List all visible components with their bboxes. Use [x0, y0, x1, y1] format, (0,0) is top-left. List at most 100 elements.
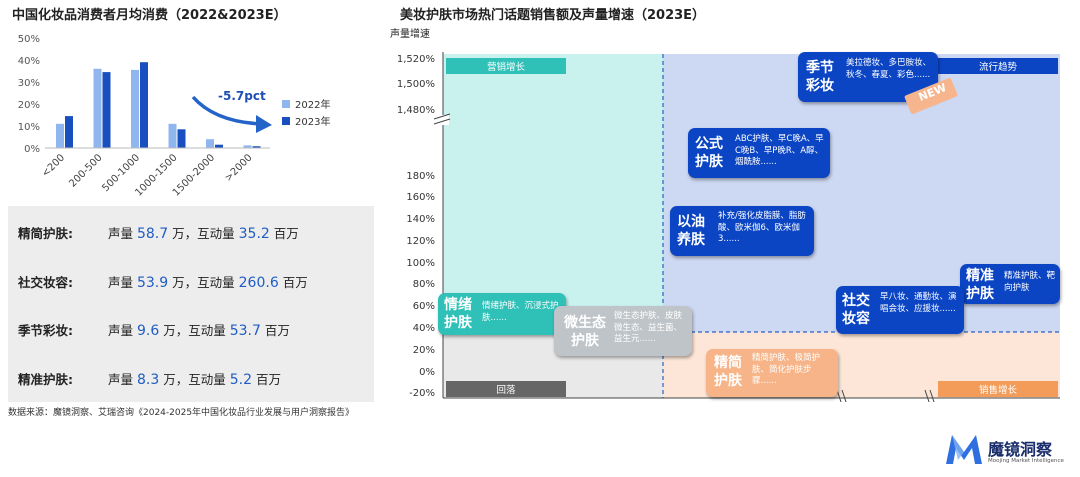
y-tick-label: 0%: [24, 144, 40, 155]
bar: [56, 123, 64, 148]
stat-name: 精简护肤:: [18, 226, 73, 241]
stat-wan-label: 万，互动量: [163, 323, 226, 338]
stat-wan-label: 万，互动量: [163, 372, 226, 387]
y-tick-label: 160%: [406, 192, 435, 203]
bar: [102, 72, 111, 148]
y-tick-label: 10%: [18, 122, 40, 133]
stat-baiwan-label: 百万: [282, 275, 308, 290]
quadrant-label-marketing-growth: 营销增长: [487, 61, 526, 73]
annotation-label: -5.7pct: [218, 89, 266, 103]
label-bar-bl: [446, 381, 566, 397]
bar: [131, 69, 139, 148]
stat-volume-label: 声量: [107, 275, 133, 290]
left-chart-title: 中国化妆品消费者月均消费（2022&2023E）: [12, 8, 287, 23]
bubble-emotional-skincare: 情绪护肤 情绪护肤、沉浸式护肤......: [438, 293, 566, 335]
y-tick-label: 1,480%: [397, 105, 435, 116]
right-chart-title: 美妆护肤市场热门话题销售额及声量增速（2023E）: [400, 8, 706, 23]
stat-volume-label: 声量: [107, 226, 133, 241]
bubble-microbiome-skincare: 微生态护肤 微生态护肤、皮肤微生态、益生菌、益生元......: [554, 306, 692, 356]
x-tick-label: 200-500: [67, 152, 104, 189]
stat-row: 精准护肤: 声量 8.3 万，互动量 5.2 百万: [18, 369, 281, 388]
label-bar-tr: [938, 58, 1058, 74]
x-tick-label: >2000: [223, 152, 255, 184]
bar-chart: 0%10%20%30%40%50% <200 200-500500-1000100…: [18, 34, 331, 199]
y-tick-label: 1,520%: [397, 54, 435, 65]
bubble-desc: 早八妆、通勤妆、演唱会妆、应援妆......: [880, 292, 957, 314]
y-tick-label: 180%: [406, 171, 435, 182]
decline-arrow: [191, 95, 263, 126]
legend-swatch: [282, 117, 290, 125]
stat-name: 季节彩妆:: [18, 323, 73, 338]
stat-volume-label: 声量: [107, 323, 133, 338]
y-axis-break-mark: [433, 113, 451, 125]
brand-subtitle: Moojing Market Intelligence: [988, 458, 1064, 464]
bar: [140, 62, 148, 149]
y-tick-label: 1,500%: [397, 79, 435, 90]
stat-name: 精准护肤:: [18, 372, 73, 387]
stat-row: 社交妆容: 声量 53.9 万，互动量 260.6 百万: [18, 272, 308, 291]
source-note: 数据来源：魔镜洞察、艾瑞咨询《2024-2025年中国化妆品行业发展与用户洞察报…: [8, 408, 355, 418]
bubble-title: 精准护肤: [966, 268, 994, 302]
bar: [168, 123, 177, 148]
y-tick-label: 40%: [18, 56, 40, 67]
y-tick-label: 20%: [18, 100, 40, 111]
quadrant-label-decline: 回落: [496, 384, 516, 396]
stat-volume-value: 9.6: [136, 323, 160, 339]
stat-row: 精简护肤: 声量 58.7 万，互动量 35.2 百万: [18, 223, 299, 242]
bubble-desc: 美拉德妆、多巴胺妆、秋冬、春夏、彩色......: [846, 58, 932, 80]
bar: [215, 144, 223, 148]
quadrant-top-left: [443, 54, 663, 332]
bubble-oil-nourishing: 以油养肤 补充/强化皮脂膜、脂肪酸、欧米伽6、欧米伽3......: [670, 206, 814, 256]
bubble-title: 以油养肤: [677, 214, 705, 248]
brand-name: 魔镜洞察: [988, 440, 1053, 459]
stat-volume-value: 58.7: [136, 226, 169, 242]
bar: [243, 145, 252, 148]
y-tick-label: 40%: [413, 323, 435, 334]
stat-wan-label: 万，互动量: [172, 226, 235, 241]
quadrant-label-trend: 流行趋势: [979, 61, 1018, 73]
legend-swatch: [282, 100, 290, 108]
quadrant-label-sales-growth: 销售增长: [979, 384, 1018, 396]
legend-label: 2022年: [295, 98, 330, 111]
stat-baiwan-label: 百万: [264, 323, 290, 338]
x-tick-label: <200: [40, 152, 67, 179]
bubble-desc: 精准护肤、靶向护肤: [1004, 271, 1056, 293]
label-bar-tl: [446, 58, 566, 74]
bubble-title: 精简护肤: [714, 355, 742, 389]
y-tick-label: 100%: [406, 258, 435, 269]
label-bar-br: [938, 381, 1058, 397]
y-tick-label: -20%: [409, 388, 435, 399]
stat-interaction-value: 35.2: [238, 226, 270, 242]
y-tick-label: 120%: [406, 236, 435, 247]
bubble-desc: 精简护肤、极简护肤、简化护肤步骤......: [752, 353, 821, 386]
stat-volume-value: 8.3: [136, 372, 160, 388]
x-axis-break-mark: [924, 389, 935, 402]
bar: [252, 146, 261, 148]
x-axis-break-mark: [836, 389, 847, 402]
y-tick-label: 30%: [18, 78, 40, 89]
bubble-formula-skincare: 公式护肤 ABC护肤、早C晚A、早C晚B、早P晚R、A醇、烟酰胺......: [688, 128, 830, 178]
y-tick-label: 20%: [413, 345, 435, 356]
bar: [93, 68, 102, 148]
stat-baiwan-label: 百万: [273, 226, 299, 241]
bubble-desc: 微生态护肤、皮肤微生态、益生菌、益生元......: [614, 311, 683, 344]
y-tick-label: 140%: [406, 214, 435, 225]
stat-row: 季节彩妆: 声量 9.6 万，互动量 53.7 百万: [18, 320, 290, 339]
bar: [177, 129, 186, 148]
bar: [206, 139, 214, 148]
bubble-title: 微生态护肤: [564, 315, 606, 349]
y-axis-break-mask: [435, 115, 449, 125]
stat-baiwan-label: 百万: [255, 372, 281, 387]
stats-panel: 精简护肤: 声量 58.7 万，互动量 35.2 百万 社交妆容: 声量 53.…: [8, 206, 374, 402]
stat-volume-value: 53.9: [136, 275, 169, 291]
bubble-desc: 补充/强化皮脂膜、脂肪酸、欧米伽6、欧米伽3......: [718, 211, 806, 244]
bubble-desc: ABC护肤、早C晚A、早C晚B、早P晚R、A醇、烟酰胺......: [735, 134, 824, 167]
y-tick-label: 0%: [419, 367, 435, 378]
stat-interaction-value: 5.2: [229, 372, 252, 388]
bubble-title: 公式护肤: [695, 136, 723, 170]
brand-logo-icon: [946, 435, 982, 464]
bubble-title: 社交妆容: [842, 293, 870, 327]
bubble-title: 情绪护肤: [444, 297, 472, 331]
bubble-seasonal-makeup: 季节彩妆 美拉德妆、多巴胺妆、秋冬、春夏、彩色......: [798, 52, 938, 102]
bubble-social-makeup: 社交妆容 早八妆、通勤妆、演唱会妆、应援妆......: [836, 286, 964, 334]
